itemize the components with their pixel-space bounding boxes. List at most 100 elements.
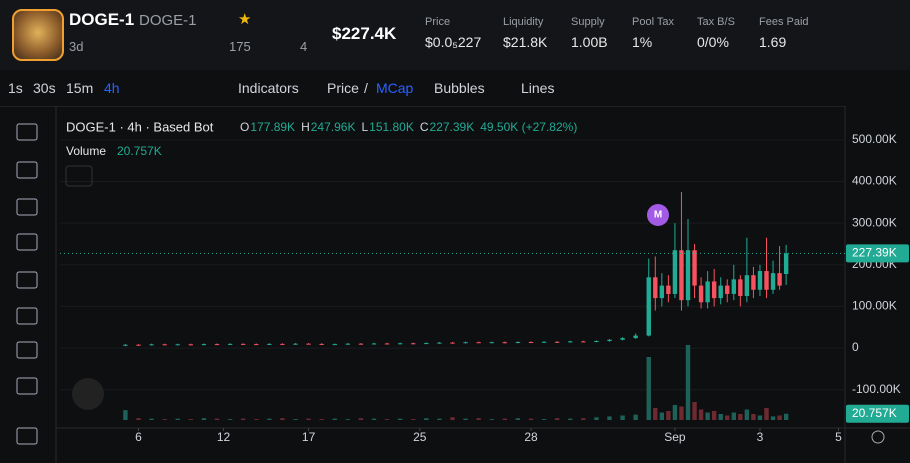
candle-body — [214, 344, 220, 346]
candle-body — [188, 344, 194, 346]
volume-bar — [123, 410, 128, 420]
star[interactable]: ★ — [238, 11, 252, 28]
x-tick-label: 5 — [835, 430, 842, 444]
draw-tool[interactable] — [16, 271, 38, 289]
volume-bar — [489, 419, 494, 420]
y-tick-label: 400.00K — [852, 174, 897, 188]
volume-bar — [267, 418, 272, 420]
y-tick-label: -100.00K — [852, 382, 901, 396]
interval[interactable]: 4h — [104, 80, 120, 96]
candle-body — [515, 342, 521, 344]
candle-body — [149, 344, 154, 346]
draw-tool[interactable] — [16, 161, 38, 179]
x-tick-label: Sep — [664, 430, 686, 444]
candle-body — [424, 343, 429, 345]
volume-bar — [240, 418, 246, 420]
stat-value: $0.0₅227 — [425, 34, 482, 50]
price-mcap[interactable]: Price — [327, 80, 359, 96]
volume-bar — [437, 418, 442, 420]
volume-bar — [162, 419, 167, 420]
volume-bar — [188, 419, 194, 420]
draw-tool[interactable] — [16, 233, 38, 251]
volume-bar — [581, 418, 586, 420]
volume-bar — [607, 416, 612, 420]
volume-bar — [620, 415, 625, 420]
candle-body — [267, 343, 272, 345]
candle-body — [770, 273, 776, 290]
y-tick-label: 100.00K — [852, 299, 897, 313]
volume-bar — [450, 417, 455, 420]
candle-body — [672, 250, 678, 294]
ohlc-value: 227.39K — [430, 120, 475, 134]
candle-body — [718, 285, 723, 299]
draw-tool[interactable] — [16, 307, 38, 325]
ohlc-key: C — [420, 120, 429, 134]
draw-tool[interactable] — [16, 427, 38, 445]
volume-bar — [679, 406, 684, 420]
price-mcap[interactable]: / — [364, 80, 368, 96]
y-tick-label: 300.00K — [852, 215, 897, 229]
bubbles[interactable]: Bubbles — [434, 80, 485, 96]
candle-body — [528, 342, 534, 344]
candle-body — [594, 340, 599, 342]
age: 3d — [69, 39, 84, 54]
candle-body — [384, 343, 390, 345]
candle-body — [293, 343, 298, 345]
volume-bar — [698, 409, 704, 420]
volume-bar — [411, 419, 416, 420]
interval[interactable]: 30s — [33, 80, 56, 96]
candle-body — [450, 342, 455, 344]
candle-body — [744, 275, 750, 297]
stat-value: $21.8K — [503, 34, 548, 50]
draw-tool[interactable] — [16, 123, 38, 141]
volume-bar — [319, 419, 324, 420]
interval[interactable]: 1s — [8, 80, 23, 96]
marker — [647, 204, 669, 226]
draw-tool[interactable] — [16, 377, 38, 395]
stat-label: Fees Paid — [759, 16, 809, 28]
volume-bar — [685, 345, 691, 420]
change: 49.50K (+27.82%) — [480, 120, 577, 134]
x-tick-label: 17 — [302, 430, 316, 444]
volume-bar — [463, 418, 468, 420]
x-tick-label: 25 — [413, 430, 427, 444]
candle-body — [358, 343, 364, 345]
volume-bar — [227, 419, 233, 420]
candle-body — [332, 344, 337, 346]
token-symbol: DOGE-1 — [139, 12, 197, 29]
indicators[interactable]: Indicators — [238, 80, 299, 96]
volume-bar — [764, 408, 769, 420]
volume-bar — [738, 414, 743, 420]
volume-bar — [554, 418, 560, 420]
draw-tool[interactable] — [16, 198, 38, 216]
candle-body — [777, 273, 782, 286]
candle-body — [679, 250, 684, 301]
ohlc-key: L — [361, 120, 368, 134]
candle-body — [692, 250, 697, 286]
volume-bar — [770, 416, 776, 420]
stat-value: 1% — [632, 34, 653, 50]
candle-body — [783, 253, 789, 275]
volume-bar — [280, 418, 285, 420]
volume-bar — [384, 419, 390, 420]
lines[interactable]: Lines — [521, 80, 555, 96]
x-tick-label: 6 — [135, 430, 142, 444]
chart-title: DOGE-1 · 4h · Based Bot — [66, 119, 214, 134]
candle-body — [725, 285, 730, 294]
ohlc-value: 247.96K — [311, 120, 356, 134]
candle-body — [764, 271, 769, 290]
volume-bar — [646, 357, 651, 420]
volume-bar — [254, 419, 259, 420]
interval[interactable]: 15m — [66, 80, 94, 96]
candle-body — [659, 285, 665, 299]
candle-body — [175, 344, 180, 346]
volume-bar — [692, 402, 697, 420]
draw-tool[interactable] — [16, 341, 38, 359]
volume-bar — [777, 415, 782, 420]
candle-body — [633, 335, 638, 339]
volume-bar — [476, 418, 481, 420]
settings — [871, 430, 885, 444]
price-mcap[interactable]: MCap — [376, 80, 414, 96]
candle-body — [136, 344, 141, 346]
